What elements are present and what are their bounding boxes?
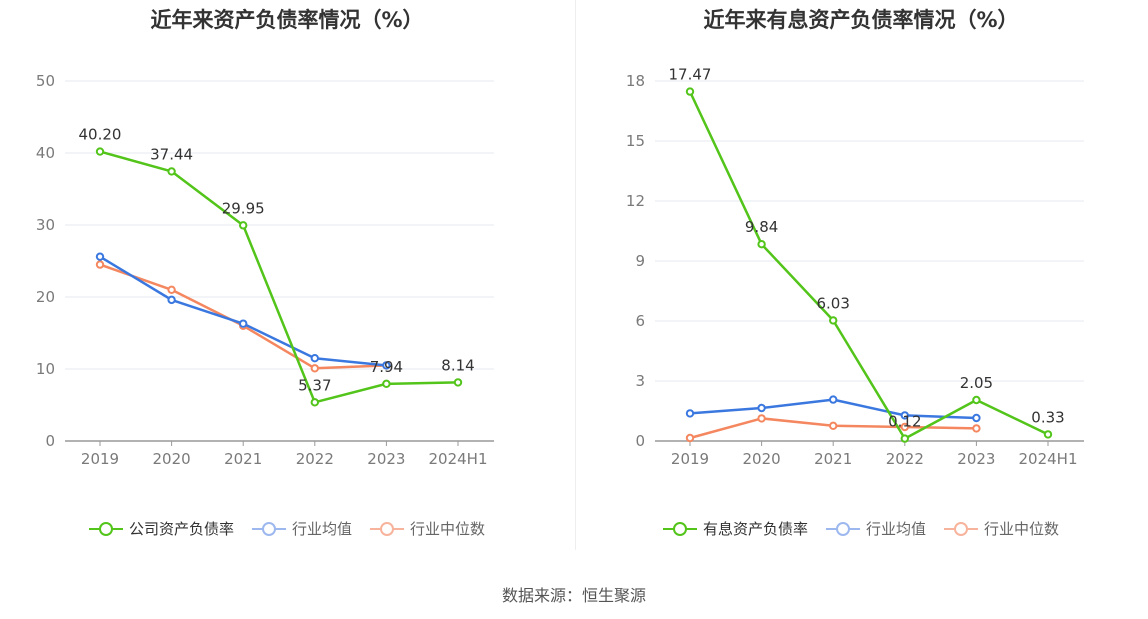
x-tick-label: 2020 [743, 450, 781, 468]
legend-item-company[interactable]: 有息资产负债率 [662, 518, 808, 539]
data-label: 5.37 [298, 376, 331, 394]
chart-panel-interest-debt-ratio: 近年来有息资产负债率情况（%） 0 3 6 9 12 15 18 2019 2020 2021 20… [574, 0, 1148, 560]
legend: 有息资产负债率 行业均值 行业中位数 [574, 518, 1148, 539]
data-point [310, 398, 319, 407]
data-point [167, 295, 176, 305]
data-point [972, 413, 981, 423]
y-tick-label: 20 [36, 288, 55, 306]
legend-marker-icon [370, 521, 404, 537]
y-tick-label: 40 [36, 144, 55, 162]
y-tick-label: 9 [635, 252, 645, 270]
data-point [382, 361, 391, 370]
series-line [688, 91, 1049, 440]
x-tick-label: 2022 [886, 450, 924, 468]
data-point [900, 434, 909, 443]
legend: 公司资产负债率 行业均值 行业中位数 [0, 518, 574, 539]
data-point [95, 147, 105, 156]
data-point [239, 319, 248, 328]
series-line [99, 150, 459, 404]
data-label: 0.12 [888, 413, 921, 431]
x-tick-label: 2021 [814, 450, 852, 468]
y-tick-label: 15 [626, 132, 645, 150]
legend-item-industry-median[interactable]: 行业中位数 [944, 518, 1059, 539]
legend-item-industry-mean[interactable]: 行业均值 [251, 518, 352, 539]
data-label: 7.94 [370, 358, 403, 376]
data-point [685, 87, 695, 96]
data-point [167, 167, 176, 176]
data-label: 17.47 [669, 66, 712, 84]
data-label: 8.14 [441, 356, 474, 374]
legend-label: 行业中位数 [984, 520, 1060, 538]
data-point [757, 403, 766, 413]
data-label: 37.44 [150, 145, 193, 163]
data-point [1043, 430, 1053, 439]
data-label: 6.03 [816, 294, 849, 312]
y-tick-label: 10 [36, 360, 55, 378]
data-point [310, 354, 319, 363]
legend-item-company[interactable]: 公司资产负债率 [88, 518, 234, 539]
data-point [757, 240, 766, 249]
y-tick-label: 0 [635, 432, 645, 450]
y-tick-label: 0 [45, 432, 55, 450]
legend-marker-icon [88, 521, 123, 537]
data-label: 0.33 [1031, 408, 1064, 426]
series-line [99, 263, 387, 370]
legend-marker-icon [251, 521, 286, 537]
chart-title: 近年来有息资产负债率情况（%） [703, 8, 1019, 32]
data-point [972, 424, 981, 433]
y-tick-label: 50 [36, 72, 55, 90]
x-tick-label: 2022 [296, 450, 334, 468]
panel-divider [575, 0, 576, 550]
chart-plot-interest-debt-ratio: 0 3 6 9 12 15 18 2019 2020 2021 2022 2023 2024H1 17.4… [626, 66, 1084, 468]
x-tick-label: 2020 [153, 450, 191, 468]
y-tick-label: 3 [635, 372, 645, 390]
data-point [972, 395, 981, 405]
data-source-note: 数据来源：恒生聚源 [501, 586, 646, 605]
legend-label: 公司资产负债率 [128, 520, 234, 538]
x-tick-label: 2023 [367, 450, 405, 468]
data-point [685, 433, 695, 443]
y-tick-label: 18 [626, 72, 645, 90]
data-label: 9.84 [745, 218, 778, 236]
chart-title: 近年来资产负债率情况（%） [150, 8, 424, 32]
data-point [829, 316, 838, 325]
data-point [900, 422, 909, 432]
data-point [453, 378, 463, 387]
legend-marker-icon [944, 521, 978, 537]
data-point [900, 411, 909, 420]
data-label: 40.20 [79, 126, 122, 144]
data-point [95, 260, 105, 269]
legend-item-industry-median[interactable]: 行业中位数 [370, 518, 485, 539]
data-point [829, 421, 838, 430]
y-tick-label: 30 [36, 216, 55, 234]
y-tick-label: 6 [635, 312, 645, 330]
y-tick-label: 12 [626, 192, 645, 210]
x-tick-label: 2019 [81, 450, 119, 468]
data-point [829, 395, 838, 404]
data-label: 29.95 [222, 199, 265, 217]
legend-item-industry-mean[interactable]: 行业均值 [825, 518, 926, 539]
x-tick-label: 2023 [957, 450, 995, 468]
data-point [685, 409, 695, 418]
data-point [382, 379, 391, 389]
x-tick-label: 2024H1 [1019, 450, 1078, 468]
x-tick-label: 2021 [224, 450, 262, 468]
data-label: 2.05 [960, 374, 993, 392]
series-line [99, 255, 387, 367]
data-point [239, 221, 248, 230]
legend-label: 有息资产负债率 [702, 520, 808, 538]
data-point [310, 364, 319, 373]
x-tick-label: 2019 [671, 450, 709, 468]
legend-marker-icon [825, 521, 860, 537]
legend-marker-icon [662, 521, 697, 537]
chart-plot-debt-ratio: 0 10 20 30 40 50 2019 2020 2021 2022 2023 2024H1 40.… [36, 72, 494, 468]
chart-panel-debt-ratio: 近年来资产负债率情况（%） 0 10 20 30 40 50 2019 2020 2021 202… [0, 0, 574, 560]
data-point [757, 414, 766, 423]
x-tick-label: 2024H1 [429, 450, 488, 468]
data-point [95, 252, 105, 261]
legend-label: 行业均值 [865, 520, 926, 538]
legend-label: 行业中位数 [410, 520, 486, 538]
data-point [167, 285, 176, 294]
legend-label: 行业均值 [291, 520, 352, 538]
